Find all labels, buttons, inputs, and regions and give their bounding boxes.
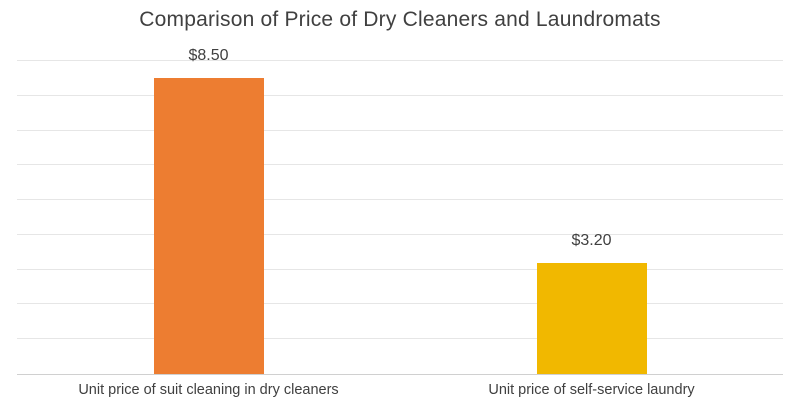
bar-0 xyxy=(153,78,264,374)
gridline xyxy=(17,60,783,61)
gridline xyxy=(17,129,783,131)
gridline xyxy=(17,338,783,340)
plot-area: $8.50 $3.20 xyxy=(17,40,783,375)
value-label-0: $8.50 xyxy=(188,47,229,65)
gridline xyxy=(17,233,783,235)
gridline xyxy=(17,199,783,201)
gridline xyxy=(17,268,783,270)
bar-1 xyxy=(536,262,647,374)
x-axis-labels: Unit price of suit cleaning in dry clean… xyxy=(17,375,783,411)
gridline xyxy=(17,303,783,305)
chart-title: Comparison of Price of Dry Cleaners and … xyxy=(139,8,661,31)
category-label-1: Unit price of self-service laundry xyxy=(488,382,695,398)
category-label-0: Unit price of suit cleaning in dry clean… xyxy=(78,382,339,398)
value-label-1: $3.20 xyxy=(571,231,612,249)
gridline xyxy=(17,164,783,166)
gridline xyxy=(17,94,783,96)
